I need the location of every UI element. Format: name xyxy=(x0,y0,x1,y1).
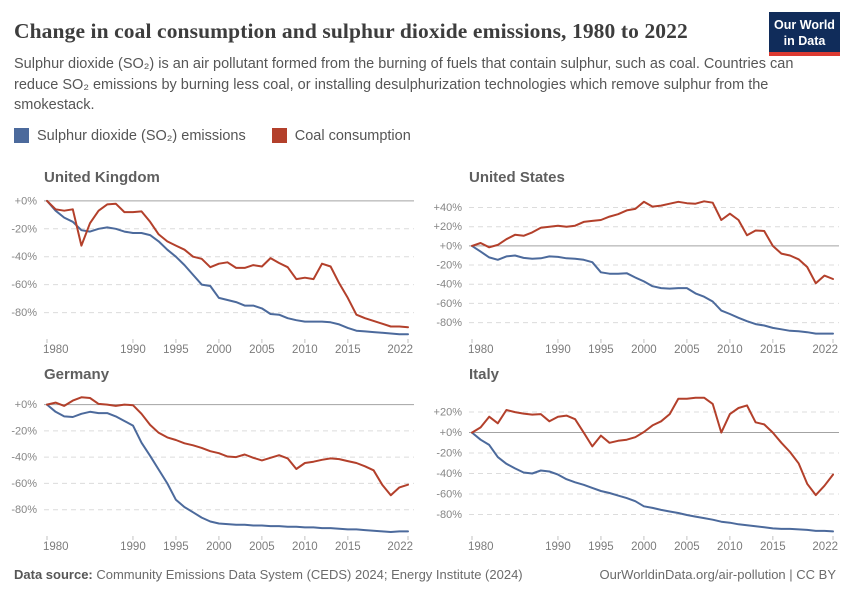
data-source-text: Community Emissions Data System (CEDS) 2… xyxy=(92,567,523,582)
chart-legend: Sulphur dioxide (SO₂) emissions Coal con… xyxy=(14,128,836,144)
svg-text:-80%: -80% xyxy=(11,504,37,516)
svg-text:2010: 2010 xyxy=(292,344,318,356)
svg-text:+40%: +40% xyxy=(434,202,463,214)
svg-text:-20%: -20% xyxy=(11,223,37,235)
svg-text:2022: 2022 xyxy=(387,344,413,356)
chart-title-italy: Italy xyxy=(469,366,500,383)
svg-text:1995: 1995 xyxy=(588,541,614,553)
svg-text:2015: 2015 xyxy=(760,541,786,553)
svg-text:-80%: -80% xyxy=(436,509,462,521)
svg-text:+0%: +0% xyxy=(440,427,463,439)
chart-plot-italy[interactable]: +20% +0% -20% -40% -60% -80% 1980 1990 1995 2000 2… xyxy=(425,363,850,560)
owid-credit-link[interactable]: OurWorldinData.org/air-pollution | CC BY xyxy=(599,567,836,582)
svg-text:2015: 2015 xyxy=(335,344,361,356)
legend-label-coal: Coal consumption xyxy=(294,127,411,144)
svg-text:+0%: +0% xyxy=(440,240,463,252)
data-source-note: Data source: Community Emissions Data Sy… xyxy=(14,567,523,582)
svg-text:1980: 1980 xyxy=(43,344,69,356)
svg-text:2010: 2010 xyxy=(717,344,743,356)
legend-label-so2: Sulphur dioxide (SO₂) emissions xyxy=(37,127,246,144)
svg-text:2010: 2010 xyxy=(292,541,318,553)
so2-color-swatch xyxy=(14,128,29,144)
coal-color-swatch xyxy=(271,128,287,144)
page-title: Change in coal consumption and sulphur d… xyxy=(14,19,688,43)
svg-text:1995: 1995 xyxy=(163,344,189,356)
svg-text:-40%: -40% xyxy=(11,452,37,464)
data-source-label: Data source: xyxy=(14,567,93,582)
svg-text:1980: 1980 xyxy=(468,541,494,553)
chart-united-kingdom: United Kingdom +0% -20% -40% -60% -80% 1980 19… xyxy=(0,166,425,363)
owid-logo-line2: in Data xyxy=(783,34,826,48)
svg-text:-60%: -60% xyxy=(436,298,462,310)
svg-text:-20%: -20% xyxy=(11,425,37,437)
chart-subtitle: Sulphur dioxide (SO₂) is an air pollutan… xyxy=(14,55,794,114)
svg-text:2022: 2022 xyxy=(812,541,838,553)
svg-text:2005: 2005 xyxy=(674,541,700,553)
owid-logo[interactable]: Our World in Data xyxy=(769,12,840,56)
svg-text:+0%: +0% xyxy=(15,195,38,207)
svg-text:1990: 1990 xyxy=(545,344,571,356)
chart-footer: Data source: Community Emissions Data Sy… xyxy=(14,567,836,582)
chart-germany: Germany +0% -20% -40% -60% -80% 1980 1990 1995 2… xyxy=(0,363,425,560)
owid-logo-line1: Our World xyxy=(774,18,835,32)
svg-text:1990: 1990 xyxy=(545,541,571,553)
svg-text:2000: 2000 xyxy=(631,344,657,356)
svg-text:2022: 2022 xyxy=(387,541,413,553)
svg-text:-60%: -60% xyxy=(11,279,37,291)
chart-italy: Italy +20% +0% -20% -40% -60% -80% 1980 1990 199… xyxy=(425,363,850,560)
chart-header: Change in coal consumption and sulphur d… xyxy=(0,0,850,116)
svg-text:1995: 1995 xyxy=(163,541,189,553)
chart-plot-united-kingdom[interactable]: +0% -20% -40% -60% -80% 1980 1990 1995 2000 2005 2… xyxy=(0,166,425,363)
svg-text:+20%: +20% xyxy=(434,221,463,233)
svg-text:2015: 2015 xyxy=(760,344,786,356)
chart-title-united-kingdom: United Kingdom xyxy=(44,169,160,186)
chart-title-united-states: United States xyxy=(469,169,565,186)
svg-text:2022: 2022 xyxy=(812,344,838,356)
svg-text:2015: 2015 xyxy=(335,541,361,553)
chart-plot-germany[interactable]: +0% -20% -40% -60% -80% 1980 1990 1995 2000 2005 2… xyxy=(0,363,425,560)
svg-text:-40%: -40% xyxy=(436,279,462,291)
charts-grid: United Kingdom +0% -20% -40% -60% -80% 1980 19… xyxy=(0,166,850,560)
svg-text:1990: 1990 xyxy=(120,344,146,356)
svg-text:2000: 2000 xyxy=(206,541,232,553)
legend-item-coal[interactable]: Coal consumption xyxy=(271,127,411,144)
svg-text:+0%: +0% xyxy=(15,399,38,411)
svg-text:-60%: -60% xyxy=(436,489,462,501)
svg-text:1980: 1980 xyxy=(43,541,69,553)
svg-text:-40%: -40% xyxy=(11,251,37,263)
svg-text:1995: 1995 xyxy=(588,344,614,356)
chart-plot-united-states[interactable]: +40% +20% +0% -20% -40% -60% -80% 1980 1990 1995 2… xyxy=(425,166,850,363)
legend-item-so2[interactable]: Sulphur dioxide (SO₂) emissions xyxy=(14,128,246,144)
svg-text:2005: 2005 xyxy=(674,344,700,356)
svg-text:-40%: -40% xyxy=(436,468,462,480)
svg-text:2010: 2010 xyxy=(717,541,743,553)
svg-text:-60%: -60% xyxy=(11,478,37,490)
svg-text:2000: 2000 xyxy=(206,344,232,356)
svg-text:2005: 2005 xyxy=(249,541,275,553)
chart-united-states: United States +40% +20% +0% -20% -40% -60% -80… xyxy=(425,166,850,363)
chart-title-germany: Germany xyxy=(44,366,110,383)
svg-text:1990: 1990 xyxy=(120,541,146,553)
svg-text:-80%: -80% xyxy=(436,317,462,329)
svg-text:1980: 1980 xyxy=(468,344,494,356)
svg-text:+20%: +20% xyxy=(434,407,463,419)
svg-text:2000: 2000 xyxy=(631,541,657,553)
svg-text:-80%: -80% xyxy=(11,307,37,319)
svg-text:-20%: -20% xyxy=(436,260,462,272)
svg-text:-20%: -20% xyxy=(436,448,462,460)
svg-text:2005: 2005 xyxy=(249,344,275,356)
